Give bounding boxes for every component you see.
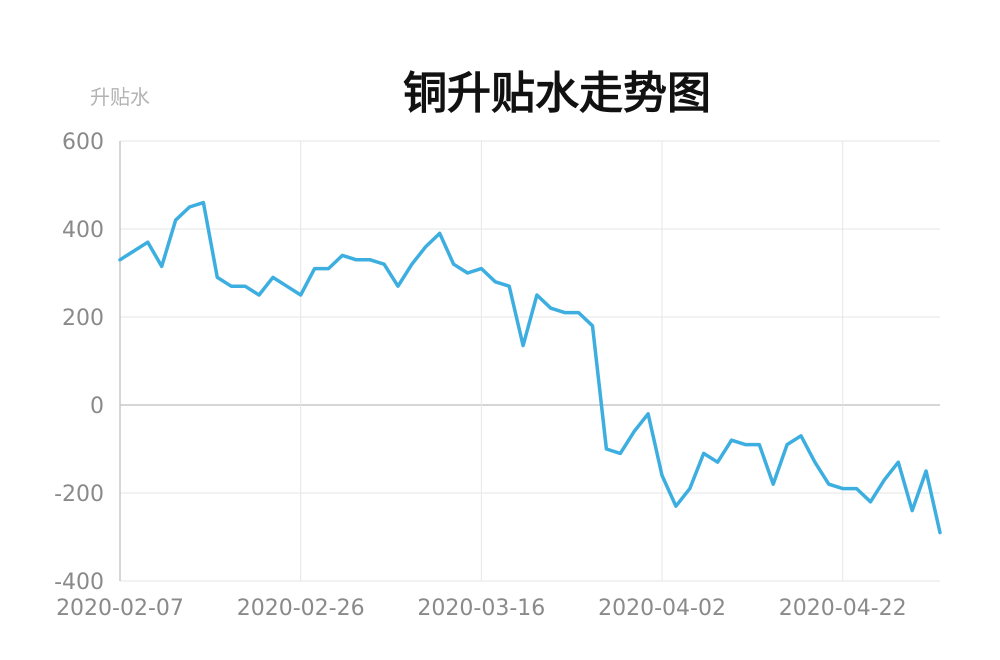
data-point [882,477,887,482]
data-point [284,284,289,289]
data-point [201,200,206,205]
data-point [757,442,762,447]
data-point [187,205,192,210]
data-point [368,257,373,262]
data-point [479,266,484,271]
data-point [604,447,609,452]
data-point [534,293,539,298]
data-point [632,429,637,434]
y-tick-label: 0 [90,394,104,419]
data-point [910,508,915,513]
series-layer [118,200,943,535]
data-point [298,293,303,298]
series-line [118,200,942,535]
data-point [159,264,164,269]
data-point [854,486,859,491]
data-point [840,486,845,491]
data-point [687,486,692,491]
y-tick-label: -400 [54,570,104,595]
data-point [118,257,123,262]
data-point [437,231,442,236]
data-point [673,504,678,509]
chart-title: 铜升贴水走势图 [403,68,711,119]
data-point [938,530,943,535]
y-axis-unit-label: 升贴水 [90,85,150,109]
data-point [646,411,651,416]
data-point [423,244,428,249]
data-point [618,451,623,456]
data-point [326,266,331,271]
y-tick-label: -200 [54,482,104,507]
data-point [701,451,706,456]
y-tick-label: 400 [62,218,104,243]
data-point [660,473,665,478]
data-point [743,442,748,447]
data-point [173,218,178,223]
data-point [215,275,220,280]
data-point [715,460,720,465]
data-point [131,249,136,254]
data-point [868,499,873,504]
data-point [409,262,414,267]
data-point [257,293,262,298]
data-point [521,343,526,348]
x-tick-label: 2020-04-02 [598,596,726,621]
data-point [924,469,929,474]
x-tick-label: 2020-03-16 [417,596,545,621]
data-point [493,279,498,284]
x-tick-label: 2020-02-26 [237,596,365,621]
data-point [562,310,567,315]
grid-lines [120,140,940,582]
x-tick-label: 2020-04-22 [779,596,907,621]
data-point [312,266,317,271]
data-point [145,240,150,245]
y-tick-label: 600 [62,130,104,155]
data-point [590,323,595,328]
data-point [229,284,234,289]
data-point [576,310,581,315]
data-point [243,284,248,289]
data-point [826,482,831,487]
data-point [270,275,275,280]
data-point [729,438,734,443]
data-point [548,306,553,311]
y-tick-label: 200 [62,306,104,331]
data-point [396,284,401,289]
data-point [812,460,817,465]
data-point [799,433,804,438]
data-point [507,284,512,289]
data-point [451,262,456,267]
data-point [896,460,901,465]
data-point [785,442,790,447]
data-point [382,262,387,267]
data-point [340,253,345,258]
x-tick-label: 2020-02-07 [56,596,184,621]
data-point [465,271,470,276]
data-point [354,257,359,262]
data-point [771,482,776,487]
